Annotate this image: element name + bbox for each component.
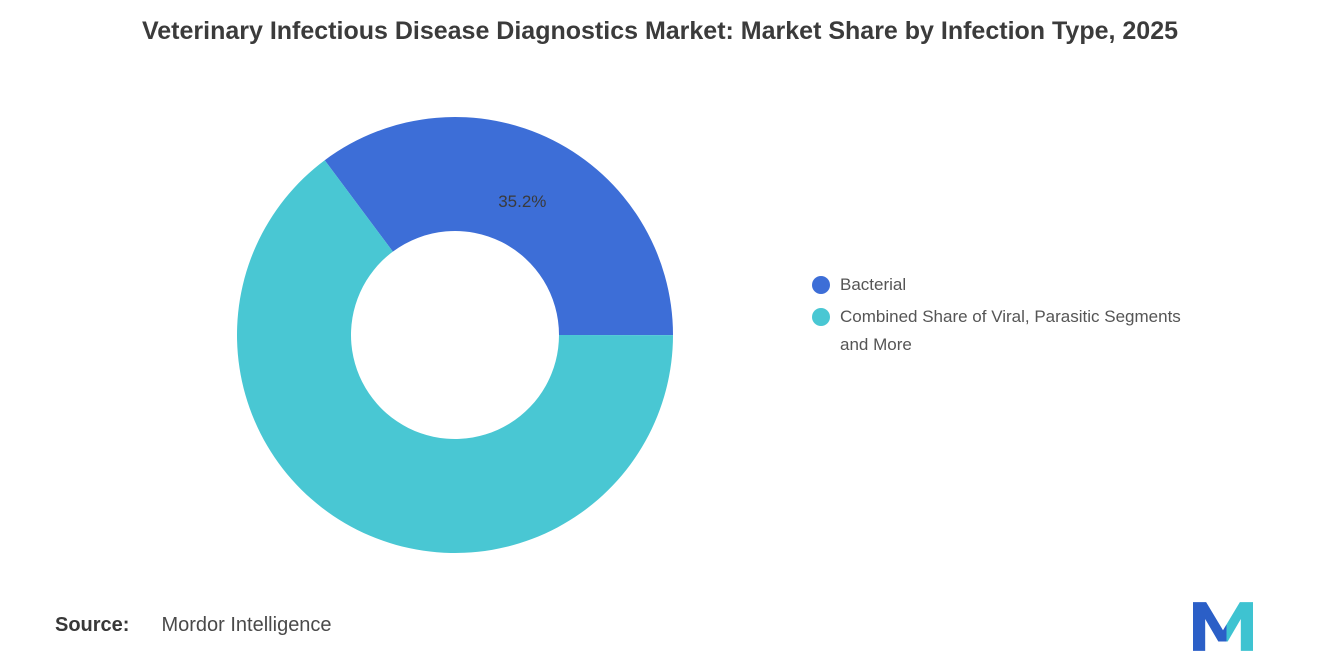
source-text: Mordor Intelligence [161, 614, 332, 636]
legend-marker-bacterial-icon [812, 276, 830, 294]
donut-chart: 35.2% [236, 117, 674, 554]
legend: Bacterial Combined Share of Viral, Paras… [812, 271, 1212, 363]
slice-data-label: 35.2% [498, 192, 546, 211]
logo-m-shape [1193, 602, 1253, 651]
legend-item-bacterial[interactable]: Bacterial [812, 271, 1212, 299]
legend-label-bacterial: Bacterial [840, 275, 907, 294]
source-line: Source: Mordor Intelligence [55, 614, 332, 637]
donut-segment-1[interactable] [236, 160, 674, 554]
mordor-intelligence-logo [1193, 602, 1253, 651]
chart-title: Veterinary Infectious Disease Diagnostic… [141, 17, 1179, 45]
donut-segment-0[interactable] [324, 117, 673, 336]
source-label: Source: [55, 614, 130, 636]
legend-item-combined[interactable]: Combined Share of Viral, Parasitic Segme… [812, 303, 1212, 359]
legend-label-combined: Combined Share of Viral, Parasitic Segme… [840, 307, 1181, 354]
legend-marker-combined-icon [812, 308, 830, 326]
